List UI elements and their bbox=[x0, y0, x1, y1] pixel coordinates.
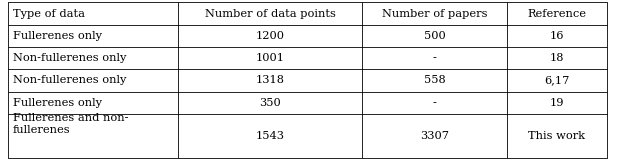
Text: 19: 19 bbox=[550, 98, 564, 108]
Text: Reference: Reference bbox=[527, 8, 586, 19]
Text: Fullerenes only: Fullerenes only bbox=[13, 31, 102, 41]
Text: Type of data: Type of data bbox=[13, 8, 84, 19]
Text: 3307: 3307 bbox=[420, 131, 449, 141]
Text: Fullerenes only: Fullerenes only bbox=[13, 98, 102, 108]
Text: Non-fullerenes only: Non-fullerenes only bbox=[13, 75, 126, 85]
Text: 16: 16 bbox=[550, 31, 564, 41]
Text: 1001: 1001 bbox=[255, 53, 285, 63]
Text: 18: 18 bbox=[550, 53, 564, 63]
Text: -: - bbox=[433, 98, 436, 108]
Text: 558: 558 bbox=[424, 75, 445, 85]
Text: 500: 500 bbox=[424, 31, 445, 41]
Text: Non-fullerenes only: Non-fullerenes only bbox=[13, 53, 126, 63]
Text: 6,17: 6,17 bbox=[544, 75, 570, 85]
Text: 1318: 1318 bbox=[255, 75, 285, 85]
Text: 350: 350 bbox=[259, 98, 281, 108]
Text: 1200: 1200 bbox=[255, 31, 285, 41]
Text: Number of data points: Number of data points bbox=[205, 8, 335, 19]
Text: This work: This work bbox=[528, 131, 586, 141]
Text: 1543: 1543 bbox=[255, 131, 285, 141]
Text: Number of papers: Number of papers bbox=[381, 8, 487, 19]
Text: Fullerenes and non-
fullerenes: Fullerenes and non- fullerenes bbox=[13, 113, 128, 135]
Text: -: - bbox=[433, 53, 436, 63]
